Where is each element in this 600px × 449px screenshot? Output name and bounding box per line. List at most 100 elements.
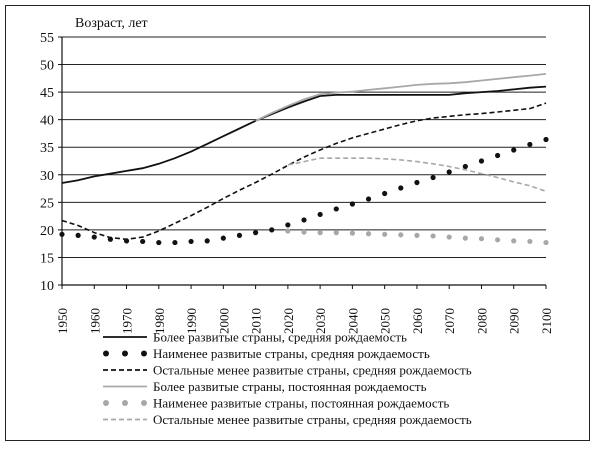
series-5-point-2065 [430, 233, 436, 239]
series-1 [61, 85, 547, 184]
series-2-point-2065 [430, 174, 436, 181]
legend-swatch-2-dot-2 [122, 350, 128, 357]
series-2-point-2055 [398, 185, 404, 191]
series-5-point-2060 [414, 232, 420, 238]
legend-swatch-2-dot-1 [103, 350, 109, 357]
x-tick-label-1950: 1950 [55, 308, 70, 334]
legend-swatch-5-dot-2 [122, 400, 128, 406]
legend-swatch-2-dot-3 [141, 350, 147, 357]
y-tick-label-40: 40 [40, 114, 54, 129]
series-5-point-2075 [462, 235, 468, 241]
x-tick-label-1990: 1990 [184, 308, 199, 334]
series-3 [61, 102, 547, 241]
x-tick-label-1980: 1980 [152, 308, 167, 334]
x-tick-label-2060: 2060 [410, 308, 425, 334]
x-tick-label-1960: 1960 [87, 308, 102, 334]
x-tick-label-2050: 2050 [378, 308, 393, 334]
series-5-point-2035 [333, 230, 339, 236]
legend-swatch-5-dot-1 [103, 400, 109, 406]
series-2-point-1985 [172, 239, 178, 246]
series-5-point-2040 [349, 230, 355, 236]
series-2-point-2085 [495, 152, 501, 159]
series-2-point-2045 [365, 196, 372, 202]
series-2-point-2030 [317, 211, 323, 218]
legend-label-3: Остальные менее развитые страны, средняя… [153, 363, 472, 378]
series-1-line [61, 85, 547, 184]
axes: Возраст, лет [61, 16, 546, 286]
series-5-point-2095 [527, 238, 533, 245]
x-tick-label-2100: 2100 [539, 308, 554, 334]
series-5-point-2045 [365, 231, 372, 237]
y-axis-label: Возраст, лет [75, 16, 148, 31]
legend-item-5: Наименее развитые страны, постоянная рож… [103, 396, 449, 411]
series-5-point-2080 [478, 236, 485, 242]
x-tick-label-2090: 2090 [507, 308, 522, 334]
legend-label-1: Более развитые страны, средняя рождаемос… [153, 330, 407, 345]
legend-label-6: Остальные менее развитые страны, средняя… [153, 412, 472, 427]
series-2-point-1950 [59, 231, 65, 237]
series-2-point-2095 [527, 141, 533, 148]
y-tick-label-20: 20 [40, 224, 54, 239]
x-tick-label-1970: 1970 [120, 308, 135, 334]
x-tick-label-2000: 2000 [216, 308, 231, 334]
legend-label-4: Более развитые страны, постоянная рождае… [153, 379, 427, 394]
series-5 [285, 228, 549, 246]
legend-item-6: Остальные менее развитые страны, средняя… [103, 412, 472, 427]
x-tick-label-2020: 2020 [281, 308, 296, 334]
series-6 [287, 157, 547, 193]
series-4 [255, 73, 547, 122]
series-2-point-2005 [236, 232, 243, 238]
chart-frame [5, 5, 590, 441]
series-2-point-2100 [543, 136, 549, 143]
series-group [59, 73, 549, 246]
x-tick-label-2010: 2010 [249, 308, 264, 334]
series-2-point-1975 [140, 238, 146, 245]
y-tick-label-55: 55 [40, 31, 54, 46]
series-5-point-2030 [317, 230, 323, 236]
legend-item-3: Остальные менее развитые страны, средняя… [103, 363, 472, 378]
series-2-point-2070 [446, 169, 452, 175]
series-5-point-2050 [382, 231, 388, 237]
legend-item-2: Наименее развитые страны, средняя рождае… [103, 346, 430, 361]
legend-item-4: Более развитые страны, постоянная рождае… [103, 379, 427, 394]
series-2-point-2015 [269, 227, 275, 233]
series-2-point-2000 [220, 235, 226, 241]
legend-label-5: Наименее развитые страны, постоянная рож… [153, 396, 449, 411]
y-tick-label-50: 50 [40, 59, 54, 74]
y-tick-label-25: 25 [40, 196, 54, 211]
x-tick-label-2030: 2030 [313, 308, 328, 334]
legend: Более развитые страны, средняя рождаемос… [103, 330, 472, 427]
series-5-point-2070 [446, 234, 452, 240]
series-2-point-2020 [285, 222, 291, 228]
series-2-point-2040 [349, 201, 355, 207]
series-2-point-1990 [188, 238, 194, 245]
y-tick-label-10: 10 [40, 279, 54, 294]
grid-lines [62, 36, 546, 258]
x-tick-label-2080: 2080 [474, 308, 489, 334]
series-5-point-2090 [511, 238, 517, 244]
y-tick-label-15: 15 [40, 251, 54, 266]
series-3-line [61, 102, 547, 241]
series-2-point-2075 [462, 163, 468, 170]
series-2-point-2090 [511, 147, 517, 153]
series-2-point-2010 [253, 230, 259, 236]
series-2-point-2035 [333, 206, 339, 212]
y-tick-label-30: 30 [40, 169, 54, 184]
series-5-point-2085 [495, 237, 501, 243]
series-2-point-2060 [414, 179, 420, 186]
series-5-point-2020 [285, 228, 291, 234]
y-tick-labels: 10 15 20 25 30 35 40 45 50 55 [40, 31, 62, 294]
x-tick-label-2070: 2070 [442, 308, 457, 334]
legend-swatch-5-dot-3 [141, 400, 147, 406]
series-6-line [287, 157, 547, 193]
series-2-point-1960 [91, 234, 97, 240]
x-tick-labels: 1950 1960 1970 1980 1990 2000 2010 2020 2030 2040… [55, 285, 554, 334]
series-2-point-2080 [478, 158, 485, 164]
x-tick-label-2040: 2040 [345, 308, 360, 334]
series-2-point-1955 [75, 232, 81, 238]
series-5-point-2025 [301, 229, 307, 235]
legend-label-2: Наименее развитые страны, средняя рождае… [153, 346, 430, 361]
y-tick-label-45: 45 [40, 86, 54, 101]
series-2-point-2050 [382, 190, 388, 197]
